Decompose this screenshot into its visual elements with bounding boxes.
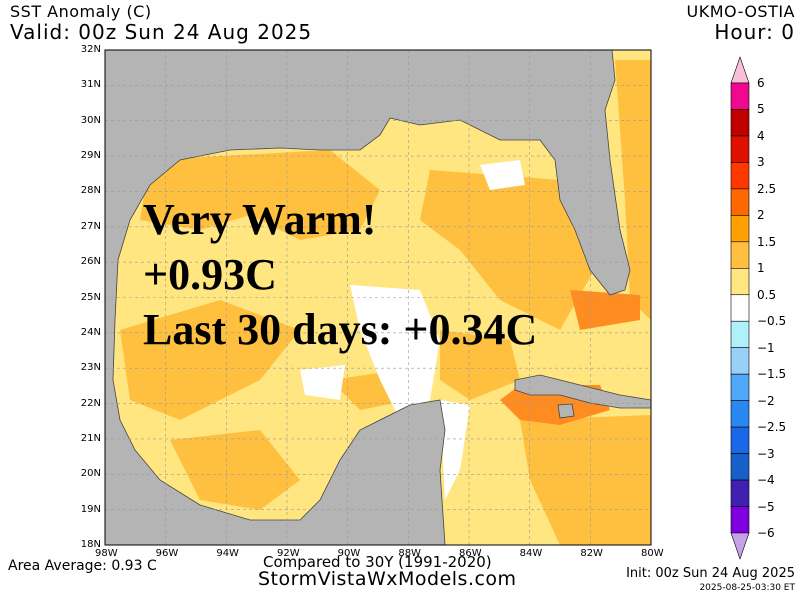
colorbar-bin — [730, 267, 750, 296]
anomaly-warm-areas — [120, 60, 651, 545]
land — [105, 50, 651, 545]
overlay-anomaly: +0.93C — [143, 250, 277, 299]
lat-label: 19N — [80, 503, 101, 515]
lat-label: 24N — [80, 326, 101, 338]
lat-label: 26N — [80, 256, 101, 268]
colorbar-under-triangle — [730, 532, 750, 560]
colorbar-bin — [730, 453, 750, 481]
lat-label: 29N — [80, 150, 101, 162]
lon-label: 84W — [519, 548, 543, 559]
colorbar-bin — [730, 373, 750, 401]
colorbar-bin — [730, 347, 750, 375]
colorbar-label: 1.5 — [757, 234, 777, 249]
colorbar-label: −1.5 — [757, 367, 787, 382]
colorbar-label: 3 — [757, 155, 765, 170]
lat-label: 32N — [80, 44, 101, 55]
climatology-note: Compared to 30Y (1991-2020) — [263, 553, 492, 571]
colorbar-bin — [730, 426, 750, 454]
grid-lines — [105, 50, 651, 545]
colorbar-bin — [730, 162, 750, 190]
colorbar-bin — [730, 215, 750, 243]
colorbar-label: 1 — [757, 261, 765, 276]
lat-label: 27N — [80, 220, 101, 232]
model-name: UKMO-OSTIA — [686, 2, 795, 21]
lat-label: 18N — [80, 539, 101, 550]
lon-label: 96W — [155, 548, 179, 559]
lat-label: 20N — [80, 468, 101, 480]
colorbar-label: −4 — [757, 473, 775, 488]
lat-label: 21N — [80, 432, 101, 444]
lon-label: 88W — [398, 548, 421, 559]
lat-label: 28N — [80, 185, 101, 197]
cuba — [514, 374, 651, 409]
colorbar-label: −5 — [757, 499, 775, 514]
colorbar-bin — [730, 241, 750, 269]
lon-label: 94W — [216, 548, 239, 559]
colorbar-bin — [730, 188, 750, 216]
forecast-hour: Hour: 0 — [714, 20, 795, 44]
map-border — [104, 49, 652, 546]
colorbar-bin — [730, 135, 750, 163]
lat-label: 25N — [80, 291, 101, 303]
colorbar-label: 2 — [757, 208, 765, 223]
init-time: Init: 00z Sun 24 Aug 2025 — [626, 566, 795, 581]
map-title: SST Anomaly (C) — [10, 2, 152, 21]
us-mexico-landmass — [105, 50, 631, 545]
lat-label: 31N — [80, 79, 101, 91]
isle-of-youth — [557, 403, 575, 419]
colorbar-label: −0.5 — [757, 314, 787, 329]
overlay-headline: Very Warm! — [143, 195, 377, 244]
colorbar-label: 5 — [757, 102, 765, 117]
lat-label: 23N — [80, 362, 101, 374]
colorbar-label: 4 — [757, 128, 765, 143]
colorbar-label: 0.5 — [757, 287, 777, 302]
valid-time: Valid: 00z Sun 24 Aug 2025 — [10, 20, 313, 44]
colorbar-label: −6 — [757, 526, 775, 540]
colorbar-bin — [730, 82, 750, 110]
lon-label: 92W — [277, 548, 300, 559]
lon-label: 80W — [641, 548, 664, 559]
colorbar-label: −2.5 — [757, 420, 787, 435]
colorbar-over-triangle — [730, 56, 750, 84]
colorbar-label: 6 — [757, 76, 765, 90]
lat-label: 30N — [80, 114, 101, 126]
lon-label: 98W — [95, 548, 118, 559]
overlay-30-day: Last 30 days: +0.34C — [143, 305, 538, 354]
colorbar-bin — [730, 109, 750, 137]
colorbar-bin — [730, 479, 750, 507]
lon-label: 90W — [337, 548, 361, 559]
anomaly-neutral-areas — [300, 160, 525, 500]
colorbar-label: −1 — [757, 340, 775, 355]
lon-label: 82W — [580, 548, 603, 559]
colorbar-bin — [730, 400, 750, 428]
colorbar-label: −2 — [757, 393, 775, 408]
colorbar-label: −3 — [757, 446, 775, 461]
lat-label: 22N — [80, 397, 101, 409]
lon-label: 86W — [459, 548, 482, 559]
colorbar-bin — [730, 506, 750, 534]
colorbar — [730, 56, 750, 560]
colorbar-label: 2.5 — [757, 181, 777, 196]
generated-timestamp: 2025-08-25-03:30 ET — [699, 583, 795, 593]
area-average: Area Average: 0.93 C — [8, 558, 157, 574]
site-name[interactable]: StormVistaWxModels.com — [258, 568, 517, 590]
colorbar-bin — [730, 320, 750, 349]
colorbar-bin — [730, 294, 750, 322]
